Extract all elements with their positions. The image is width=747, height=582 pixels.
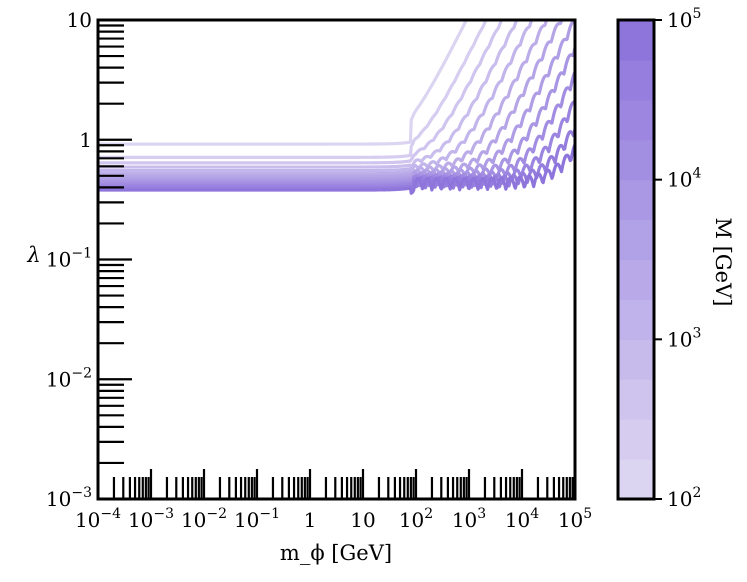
x-tick-label: 10−3: [128, 506, 174, 532]
colorbar-band: [618, 259, 654, 300]
x-tick-labels: 10−4 10−3 10−2 10−1 1 10 102 103 104 105: [75, 506, 592, 532]
y-tick-label: 1: [79, 128, 92, 152]
x-tick-label: 10−2: [181, 506, 227, 532]
colorbar-band: [618, 20, 654, 61]
y-tick-label: 10−2: [46, 365, 92, 391]
y-axis-label: λ: [26, 243, 40, 267]
curve-M-2.75: [98, 20, 519, 170]
x-tick-label: 10−1: [234, 506, 280, 532]
curve-M-4.75: [98, 128, 575, 193]
colorbar-tick-label: 105: [667, 6, 701, 32]
colorbar-band: [618, 99, 654, 141]
colorbar-tick-label: 102: [667, 485, 701, 511]
colorbar-band: [618, 339, 654, 380]
minor-ticks: [96, 24, 574, 501]
y-tick-label: 10−1: [46, 246, 92, 272]
x-tick-label: 102: [399, 506, 433, 532]
curve-M-3.75: [98, 20, 575, 184]
x-tick-label: 10: [350, 508, 375, 532]
curve-M-4: [98, 47, 575, 187]
colorbar-band: [618, 219, 654, 260]
curve-M-2.5: [98, 20, 504, 165]
curve-M-3.25: [98, 20, 549, 179]
y-tick-labels: 10−3 10−2 10−1 1 10: [46, 8, 92, 511]
colorbar-band: [618, 379, 654, 420]
x-tick-label: 104: [505, 506, 539, 532]
colorbar-label: M [GeV]: [711, 218, 735, 307]
colorbar-band: [618, 59, 654, 101]
colorbar-band: [618, 459, 654, 500]
x-tick-label: 105: [558, 506, 592, 532]
colorbar-tick-label: 103: [667, 325, 701, 351]
y-tick-label: 10−3: [46, 485, 92, 511]
colorbar: 102 103 104 105 M [GeV]: [616, 6, 735, 511]
colorbar-band: [618, 179, 654, 221]
plot-frame: [96, 18, 577, 501]
colorbar-bands: [618, 20, 654, 500]
x-tick-label: 10−4: [75, 506, 121, 532]
y-tick-label: 10: [67, 8, 92, 32]
colorbar-frame: [616, 18, 656, 501]
x-tick-label: 103: [452, 506, 486, 532]
colorbar-band: [618, 139, 654, 181]
colorbar-tick-label: 104: [667, 166, 701, 192]
x-tick-label: 1: [304, 508, 317, 532]
curve-M-2: [98, 20, 469, 146]
colorbar-tick-labels: 102 103 104 105: [654, 6, 701, 511]
curve-M-5: [98, 144, 575, 195]
curve-M-3.5: [98, 20, 564, 182]
curve-M-2.25: [98, 20, 488, 159]
curves-group: [98, 20, 575, 195]
x-axis-label: m_ϕ [GeV]: [280, 541, 392, 565]
colorbar-band: [618, 419, 654, 460]
curve-M-3: [98, 20, 534, 175]
colorbar-band: [618, 299, 654, 340]
